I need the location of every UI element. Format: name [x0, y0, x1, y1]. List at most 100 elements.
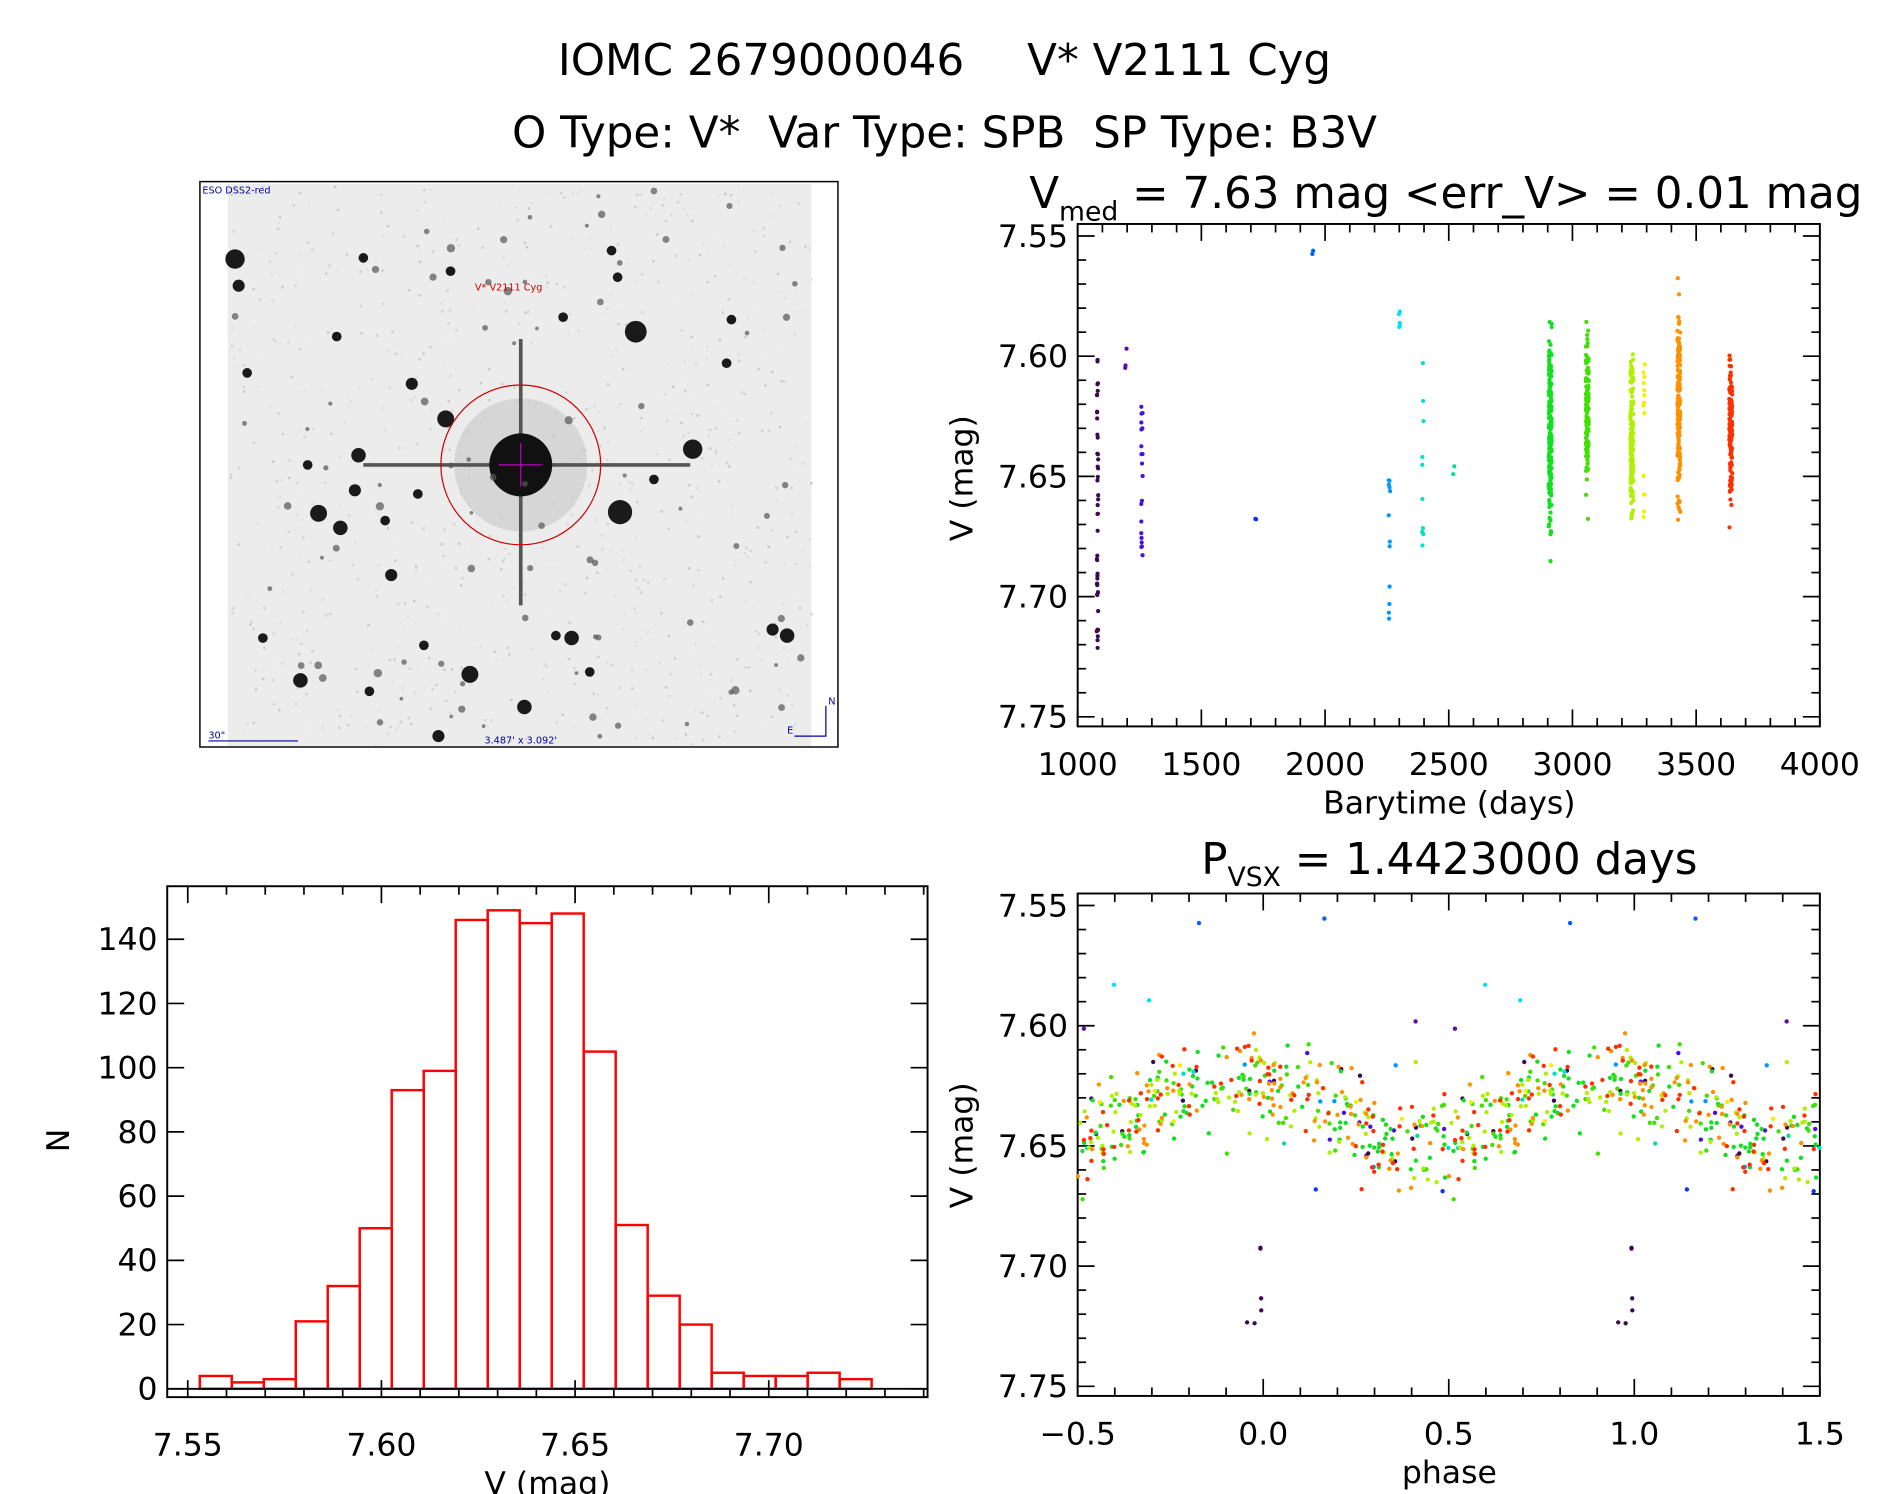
star	[607, 500, 633, 525]
noise	[701, 457, 704, 460]
noise	[391, 681, 395, 684]
data-point	[1114, 1091, 1119, 1096]
noise	[707, 435, 711, 438]
noise	[252, 287, 255, 291]
noise	[509, 739, 512, 743]
data-point	[1813, 1142, 1818, 1147]
data-point	[1360, 1144, 1365, 1150]
data-point	[1141, 1136, 1146, 1142]
faint-star	[283, 502, 292, 510]
data-point	[1585, 337, 1590, 342]
noise	[676, 201, 680, 204]
noise	[618, 686, 621, 690]
data-point	[1719, 1104, 1724, 1109]
data-point	[1802, 1113, 1807, 1118]
data-point	[1548, 433, 1553, 438]
noise	[712, 682, 715, 685]
x-tick-label: 7.70	[734, 1427, 804, 1463]
faint-star	[726, 202, 733, 209]
noise	[646, 631, 649, 634]
data-point	[1610, 1092, 1615, 1098]
data-point	[1546, 425, 1551, 430]
noise	[358, 386, 361, 389]
data-point	[1283, 1115, 1289, 1121]
noise	[300, 642, 303, 646]
data-point	[1584, 1090, 1590, 1096]
data-point	[1741, 1114, 1747, 1119]
noise	[431, 250, 435, 253]
data-point	[1206, 1131, 1211, 1136]
noise	[740, 391, 744, 394]
noise	[584, 209, 587, 212]
data-point	[1548, 399, 1553, 404]
noise	[270, 273, 273, 277]
noise	[361, 246, 365, 250]
noise	[606, 522, 609, 526]
data-point	[1442, 1091, 1447, 1097]
noise	[735, 433, 739, 437]
data-point	[1549, 502, 1554, 508]
noise	[443, 528, 446, 531]
data-point	[1455, 1115, 1460, 1120]
noise	[455, 238, 458, 241]
noise	[394, 591, 397, 594]
noise	[696, 414, 699, 417]
data-point	[1095, 392, 1100, 397]
noise	[732, 704, 736, 707]
noise	[312, 427, 315, 431]
noise	[415, 442, 419, 446]
data-point	[1476, 1122, 1481, 1128]
data-point	[1405, 1129, 1410, 1134]
data-point	[1526, 1128, 1532, 1133]
noise	[571, 191, 574, 194]
data-point	[1649, 1064, 1654, 1069]
data-point	[1498, 1133, 1503, 1138]
noise	[782, 647, 785, 650]
noise	[800, 626, 803, 630]
noise	[793, 328, 796, 332]
data-point	[1258, 1058, 1264, 1063]
noise	[428, 188, 432, 191]
noise	[585, 408, 588, 411]
data-point	[1288, 1124, 1294, 1129]
noise	[348, 405, 351, 408]
noise	[457, 542, 461, 545]
noise	[582, 221, 586, 224]
faint-star	[586, 556, 594, 564]
histogram-bar	[486, 909, 521, 1391]
noise	[420, 261, 423, 264]
data-point	[1562, 1069, 1567, 1074]
noise	[387, 349, 390, 353]
noise	[664, 686, 668, 689]
faint-star	[744, 330, 750, 336]
noise	[358, 198, 361, 202]
x-tick-label: 1.0	[1609, 1416, 1659, 1452]
noise	[495, 659, 498, 663]
noise	[349, 433, 352, 437]
data-point	[1557, 1104, 1563, 1109]
noise	[359, 428, 362, 432]
data-point	[1366, 1107, 1371, 1112]
data-point	[1656, 1043, 1661, 1048]
noise	[693, 708, 696, 711]
noise	[422, 527, 425, 530]
noise	[257, 248, 260, 252]
noise	[463, 408, 466, 411]
star	[432, 730, 445, 743]
data-point	[1253, 1047, 1259, 1053]
data-point	[1687, 1090, 1692, 1096]
noise	[633, 607, 636, 610]
faint-star	[778, 704, 785, 711]
data-point	[1251, 1031, 1257, 1036]
data-point	[1720, 1065, 1725, 1071]
star	[310, 504, 328, 522]
x-axis-label: V (mag)	[484, 1466, 610, 1494]
noise	[447, 400, 451, 403]
data-point	[1421, 1166, 1426, 1171]
noise	[636, 541, 640, 544]
noise	[788, 240, 792, 243]
data-point	[1095, 528, 1100, 533]
data-point	[1595, 1054, 1600, 1060]
noise	[660, 612, 663, 615]
data-point	[1367, 1143, 1372, 1148]
